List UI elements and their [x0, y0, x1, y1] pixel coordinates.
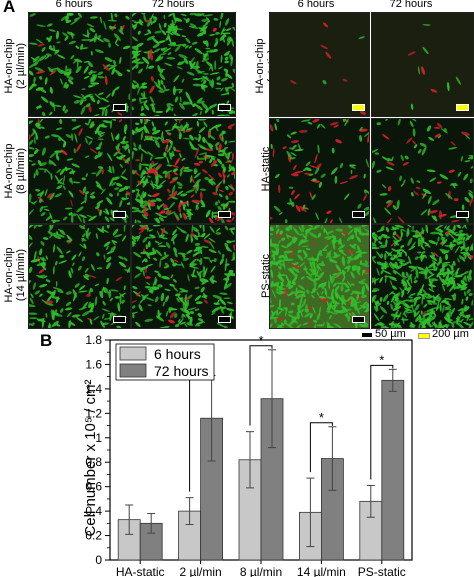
y-tick-label: 0.6	[85, 480, 102, 494]
micrograph-14ul-72h	[131, 224, 236, 329]
significance-bracket	[309, 422, 333, 473]
scale-legend: 50 µm 200 µm	[362, 328, 474, 342]
legend-label-72h: 72 hours	[154, 363, 208, 379]
black-scale-label: 50 µm	[375, 328, 406, 340]
scale-bar-icon	[456, 211, 469, 218]
right-col-header-72h: 72 hours	[389, 0, 433, 10]
y-tick-label: 1.8	[85, 333, 102, 347]
micrograph-ha-static-72h	[371, 118, 474, 224]
panel-b-letter: B	[40, 331, 53, 350]
y-tick-label: 0.2	[85, 529, 102, 543]
scale-bar-icon	[113, 316, 126, 323]
scale-bar-icon	[218, 104, 231, 111]
y-tick-label: 0.8	[85, 455, 102, 469]
y-tick-label: 0	[95, 553, 102, 567]
significance-star: *	[319, 410, 324, 425]
scale-bar-icon	[352, 211, 365, 218]
x-tick-label: HA-static	[116, 565, 165, 577]
significance-star: *	[258, 333, 263, 348]
x-tick-label: 8 µl/min	[240, 565, 282, 577]
scale-bar-icon	[113, 104, 126, 111]
micrograph-ps-static-72h	[371, 224, 474, 329]
y-axis-label: Cell number x 10⁵ / cm²	[82, 379, 99, 536]
legend-label-6h: 6 hours	[154, 346, 201, 362]
y-tick-label: 1.6	[85, 357, 102, 371]
micrograph-2ul-72h	[131, 12, 236, 117]
yellow-scale-icon	[418, 333, 430, 339]
significance-bracket	[249, 345, 273, 426]
row-label-left-3: HA-on-chip (14 µl/min)	[3, 247, 27, 303]
y-tick-label: 0.4	[85, 504, 102, 518]
yellow-scale-label: 200 µm	[432, 328, 469, 340]
panel-a-letter: A	[3, 0, 16, 16]
x-tick-label: PS-static	[358, 565, 406, 577]
right-col-header-6h: 6 hours	[297, 0, 335, 10]
y-tick-label: 1.4	[85, 382, 102, 396]
x-tick-label: 14 µl/min	[297, 565, 346, 577]
x-tick-label: 2 µl/min	[179, 565, 221, 577]
significance-bracket	[370, 364, 394, 480]
micrograph-2ul-6h	[28, 12, 131, 117]
scale-bar-yellow-icon	[352, 104, 365, 111]
bar-72h	[381, 379, 405, 561]
scale-bar-yellow-icon	[456, 104, 469, 111]
micrograph-8ul-72h	[131, 118, 236, 224]
row-label-left-1: HA-on-chip (2 µl/min)	[3, 38, 27, 94]
left-col-header-6h: 6 hours	[55, 0, 93, 10]
micrograph-ps-static-6h	[269, 224, 370, 329]
scale-bar-icon	[113, 211, 126, 218]
micrograph-14ul-6h	[28, 224, 131, 329]
micrograph-ha-static-6h	[269, 118, 370, 224]
row-label-left-2: HA-on-chip (8 µl/min)	[3, 143, 27, 199]
left-col-header-72h: 72 hours	[151, 0, 195, 10]
scale-bar-icon	[352, 316, 365, 323]
legend-swatch-72h	[119, 363, 147, 378]
y-tick-label: 1.2	[85, 406, 102, 420]
significance-star: *	[379, 352, 384, 367]
legend-swatch-6h	[119, 346, 147, 361]
bar-chart: Cell number x 10⁵ / cm² 0 0.2 0.4 0.6 0.8 1 1.…	[82, 333, 413, 577]
scale-bar-icon	[218, 211, 231, 218]
micrograph-8ul-6h	[28, 118, 131, 224]
micrograph-static-72h	[371, 12, 474, 117]
black-scale-icon	[362, 333, 372, 337]
y-tick-label: 1	[95, 431, 102, 445]
scale-bar-icon	[218, 316, 231, 323]
micrograph-static-6h	[269, 12, 370, 117]
